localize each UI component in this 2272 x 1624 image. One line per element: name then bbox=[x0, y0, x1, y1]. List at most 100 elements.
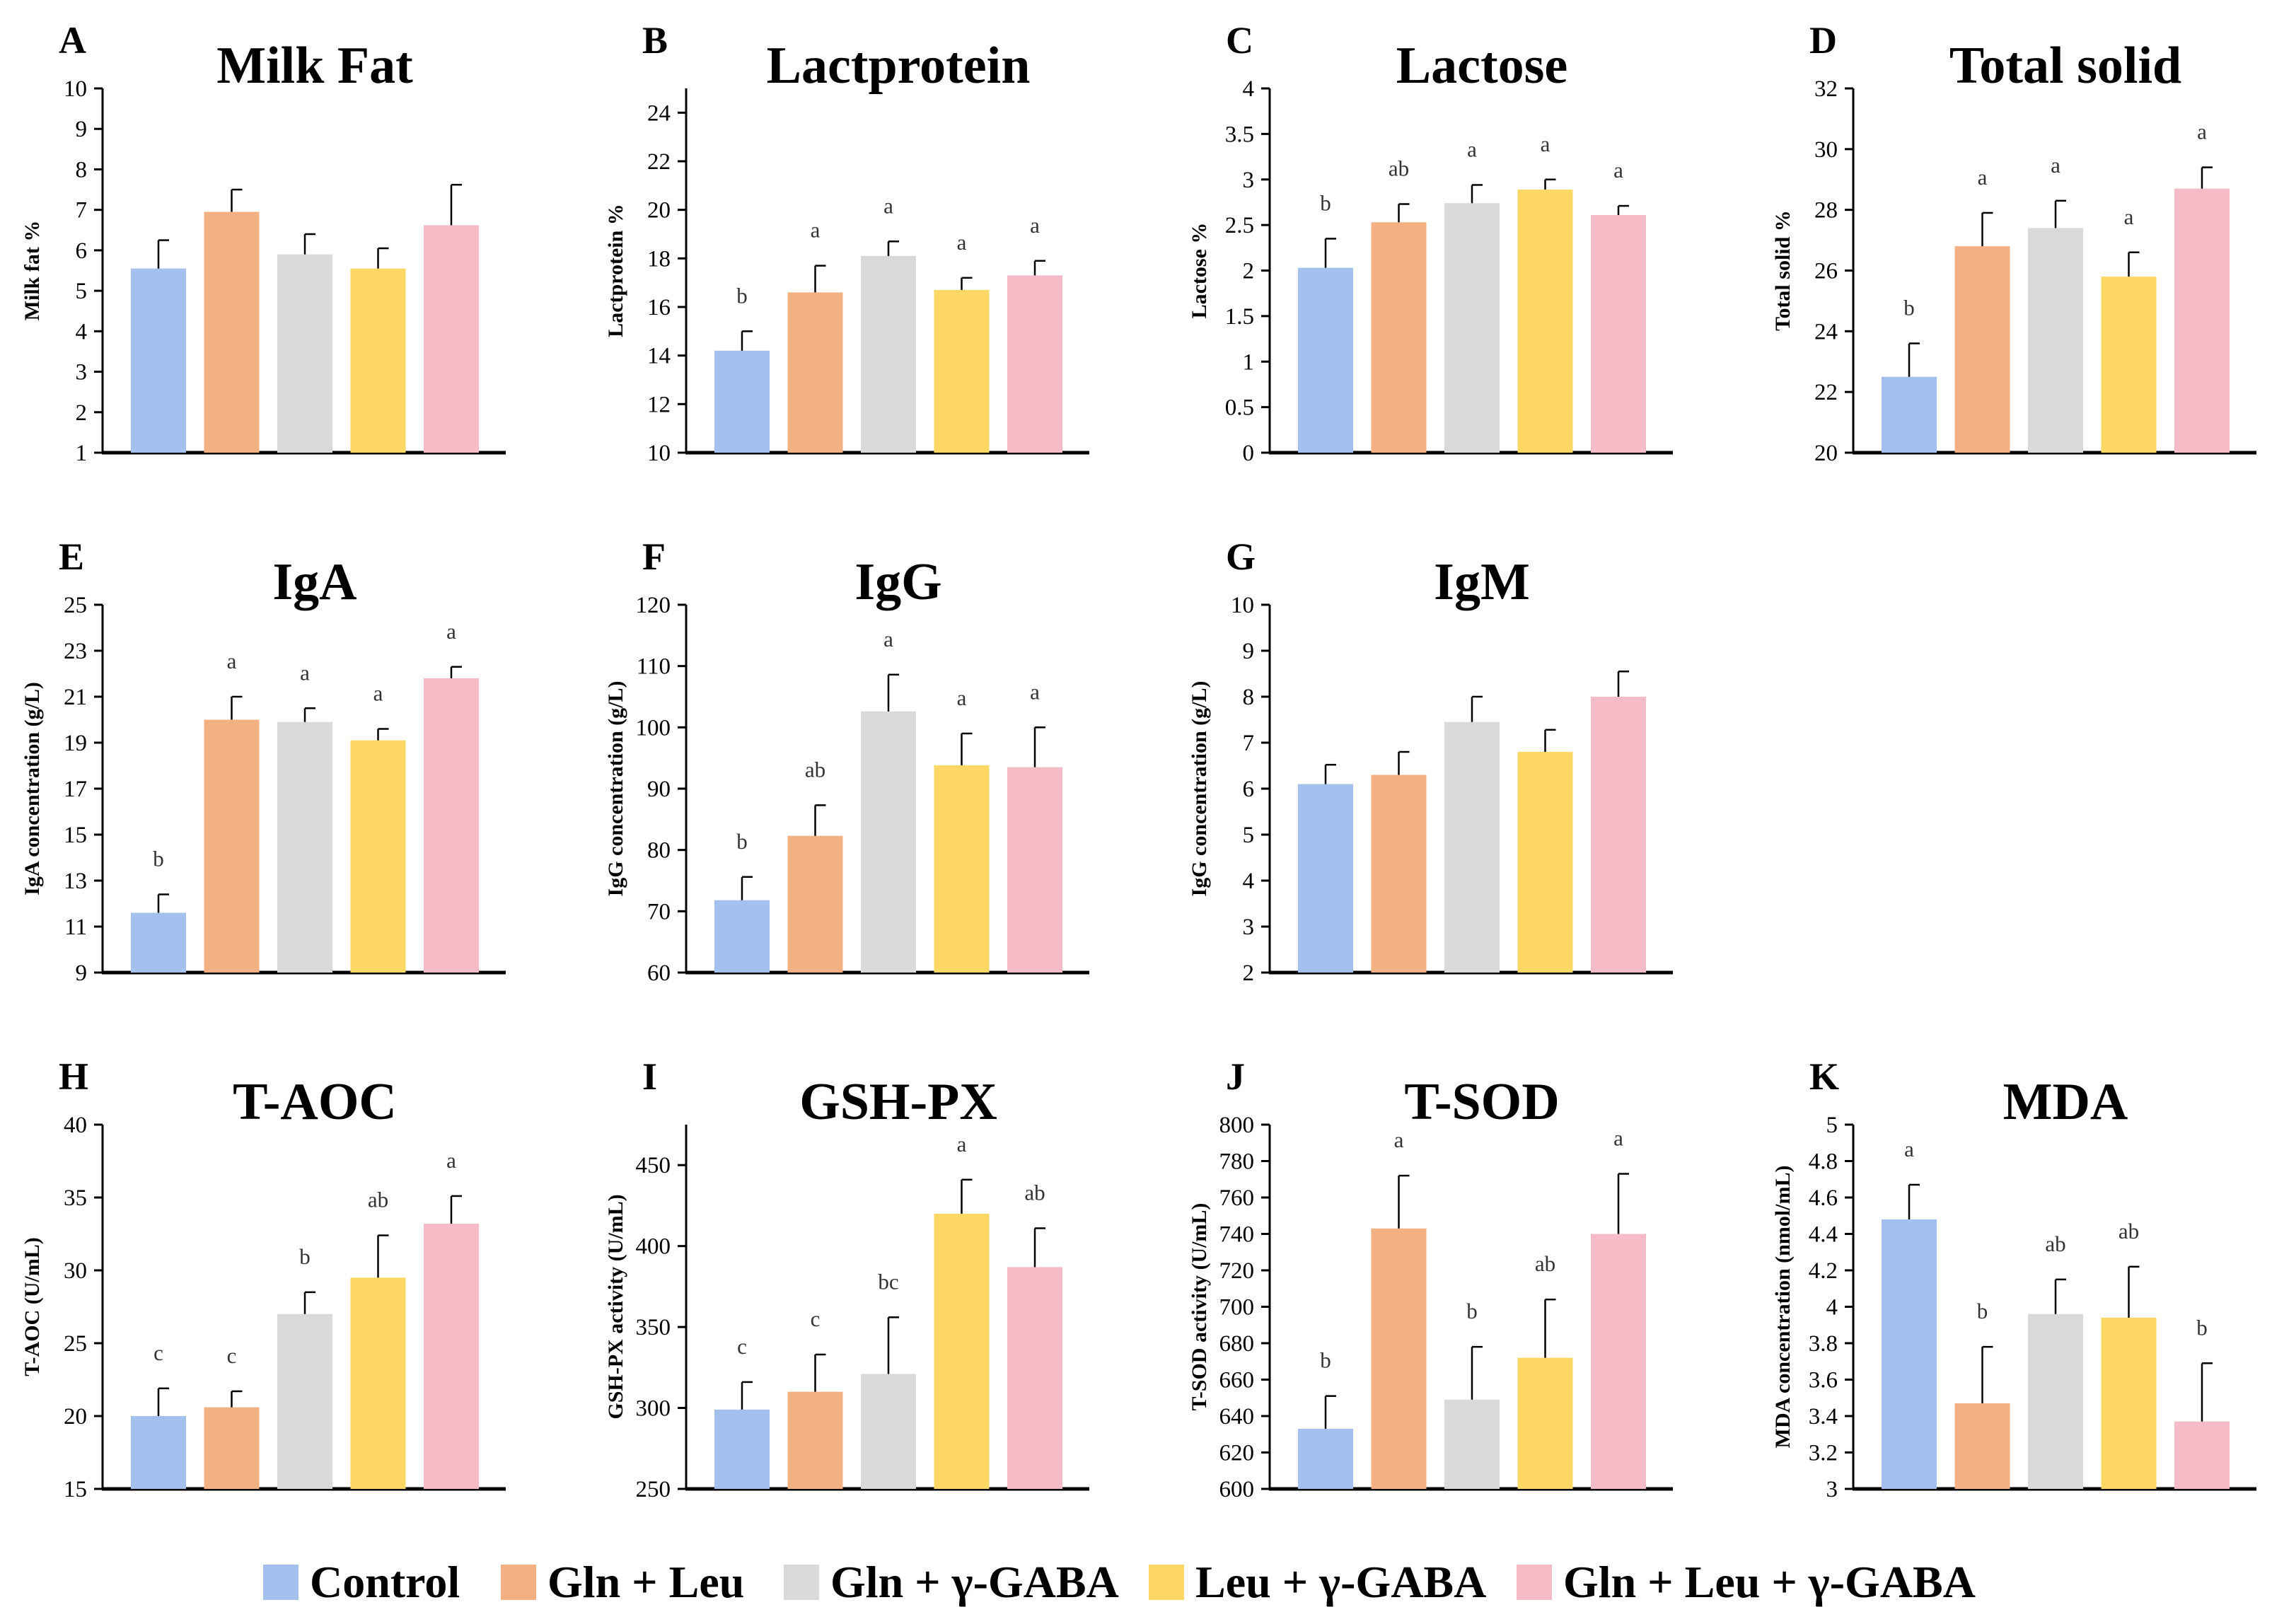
panel-k-tick-label: 3.4 bbox=[1809, 1404, 1838, 1429]
panel-k-significance-label: b bbox=[2196, 1315, 2208, 1340]
panel-h-letter: H bbox=[59, 1055, 88, 1098]
panel-b-bar bbox=[934, 289, 990, 453]
panel-f-tick-label: 110 bbox=[637, 654, 671, 680]
panel-d-tick-label: 22 bbox=[1814, 380, 1838, 405]
panel-f-bar bbox=[861, 711, 916, 973]
panel-d-tick-label: 28 bbox=[1814, 198, 1838, 224]
panel-k-bar bbox=[2174, 1421, 2230, 1489]
panel-a-bar bbox=[424, 225, 479, 453]
panel-e-tick-label: 11 bbox=[64, 915, 87, 940]
panel-b-significance-label: a bbox=[957, 230, 967, 255]
panel-f-tick-label: 70 bbox=[647, 899, 671, 924]
panel-a-bar bbox=[350, 268, 406, 453]
panel-d-title: Total solid bbox=[1949, 37, 2181, 95]
panel-j-tick-label: 780 bbox=[1219, 1149, 1255, 1175]
panel-c-tick-label: 3 bbox=[1243, 168, 1255, 193]
panel-g-tick-label: 7 bbox=[1243, 731, 1255, 756]
panel-g-letter: G bbox=[1226, 535, 1256, 578]
panel-g-bar bbox=[1444, 721, 1500, 973]
panel-h-tick-label: 40 bbox=[64, 1113, 87, 1138]
panel-g: G IgM IgG concentration (g/L) 2 3 4 5 6 7 8 9 10 bbox=[1188, 535, 1673, 986]
panel-d-tick-label: 32 bbox=[1814, 76, 1838, 102]
panel-i-title: GSH-PX bbox=[799, 1073, 997, 1131]
panel-j-tick-label: 680 bbox=[1219, 1331, 1255, 1357]
panel-h-significance-label: c bbox=[227, 1343, 237, 1368]
legend-label-gln-leu: Gln + Leu bbox=[547, 1557, 744, 1607]
panel-c-significance-label: a bbox=[1467, 137, 1477, 161]
panel-g-bar bbox=[1517, 752, 1573, 973]
panel-k-tick-label: 3.2 bbox=[1809, 1441, 1838, 1466]
panel-k-bar bbox=[1954, 1403, 2010, 1489]
panel-h-bar bbox=[350, 1277, 406, 1489]
panel-h-significance-label: a bbox=[446, 1148, 456, 1173]
panel-a-tick-label: 3 bbox=[76, 360, 88, 385]
panel-i-bar bbox=[714, 1409, 770, 1489]
panel-d-tick-label: 24 bbox=[1814, 319, 1838, 344]
legend-swatch-leu-gaba bbox=[1149, 1565, 1184, 1600]
panel-e-tick-label: 25 bbox=[64, 593, 87, 618]
panel-j-y-axis-label: T-SOD activity (U/mL) bbox=[1188, 1203, 1211, 1411]
panel-e-significance-label: a bbox=[373, 681, 383, 706]
panel-i-tick-label: 400 bbox=[636, 1234, 671, 1260]
panel-g-tick-label: 9 bbox=[1243, 639, 1255, 664]
panel-f-tick-label: 80 bbox=[647, 838, 671, 864]
panel-f-bar bbox=[787, 835, 843, 973]
panel-k-bar bbox=[2028, 1313, 2083, 1489]
panel-j-significance-label: b bbox=[1466, 1299, 1478, 1323]
legend-label-gln-gaba: Gln + γ-GABA bbox=[830, 1557, 1119, 1607]
panel-j-letter: J bbox=[1226, 1055, 1245, 1098]
panel-b-tick-label: 16 bbox=[647, 295, 671, 320]
panel-j-tick-label: 640 bbox=[1219, 1404, 1255, 1429]
panel-c-tick-label: 1 bbox=[1243, 349, 1255, 375]
panel-k-tick-label: 4.2 bbox=[1809, 1258, 1838, 1284]
panel-k: K MDA MDA concentration (nmol/mL) 3 3.2 3.4 3.… bbox=[1771, 1055, 2256, 1502]
legend-swatch-control bbox=[263, 1565, 299, 1600]
panel-e-significance-label: a bbox=[446, 619, 456, 644]
panel-d-significance-label: a bbox=[2197, 120, 2207, 144]
panel-c-bar bbox=[1517, 189, 1573, 453]
panel-e-letter: E bbox=[59, 535, 84, 578]
panel-b-y-axis-label: Lactprotein % bbox=[604, 204, 627, 337]
panel-a: A Milk Fat Milk fat % 1 2 3 4 5 6 7 8 9 10 bbox=[21, 19, 506, 466]
panel-k-tick-label: 3.8 bbox=[1809, 1331, 1838, 1357]
panel-c-y-axis-label: Lactose % bbox=[1188, 223, 1211, 319]
panel-i-significance-label: bc bbox=[878, 1269, 898, 1294]
panel-k-title: MDA bbox=[2003, 1073, 2128, 1131]
panel-f-y-axis-label: IgG concentration (g/L) bbox=[604, 681, 627, 897]
panel-h-tick-label: 30 bbox=[64, 1258, 87, 1284]
panel-b-letter: B bbox=[642, 19, 668, 62]
panel-j-tick-label: 600 bbox=[1219, 1477, 1255, 1502]
panel-f-bar bbox=[934, 765, 990, 973]
legend-swatch-gln-gaba bbox=[784, 1565, 819, 1600]
panel-g-title: IgM bbox=[1434, 553, 1530, 611]
panel-g-tick-label: 2 bbox=[1243, 961, 1255, 986]
panel-e-tick-label: 21 bbox=[64, 685, 87, 710]
panel-k-tick-label: 3 bbox=[1826, 1477, 1838, 1502]
panel-e-bar bbox=[131, 912, 186, 973]
panel-i-tick-label: 450 bbox=[636, 1153, 671, 1178]
panel-a-bar bbox=[131, 268, 186, 453]
panel-g-tick-label: 8 bbox=[1243, 685, 1255, 710]
panel-k-significance-label: a bbox=[1904, 1137, 1914, 1161]
panel-e-bar bbox=[424, 678, 479, 973]
panel-k-bar bbox=[2101, 1317, 2157, 1489]
panel-f-significance-label: a bbox=[1030, 679, 1040, 704]
panel-g-bar bbox=[1298, 784, 1353, 973]
panel-c-tick-label: 1.5 bbox=[1225, 304, 1254, 330]
panel-k-bar bbox=[1882, 1219, 1937, 1489]
panel-c-significance-label: a bbox=[1613, 158, 1623, 182]
panel-e-tick-label: 17 bbox=[64, 777, 87, 802]
panel-f-tick-label: 120 bbox=[636, 593, 671, 618]
panel-c-bar bbox=[1371, 222, 1427, 453]
panel-h-y-axis-label: T-AOC (U/mL) bbox=[21, 1237, 44, 1376]
panel-b-tick-label: 10 bbox=[647, 441, 671, 466]
panel-i-tick-label: 350 bbox=[636, 1315, 671, 1340]
panel-e-tick-label: 15 bbox=[64, 823, 87, 848]
panel-j-bar bbox=[1591, 1234, 1646, 1489]
panel-h-bar bbox=[424, 1224, 479, 1489]
panel-b-tick-label: 22 bbox=[647, 149, 671, 175]
panel-d-letter: D bbox=[1809, 19, 1837, 62]
